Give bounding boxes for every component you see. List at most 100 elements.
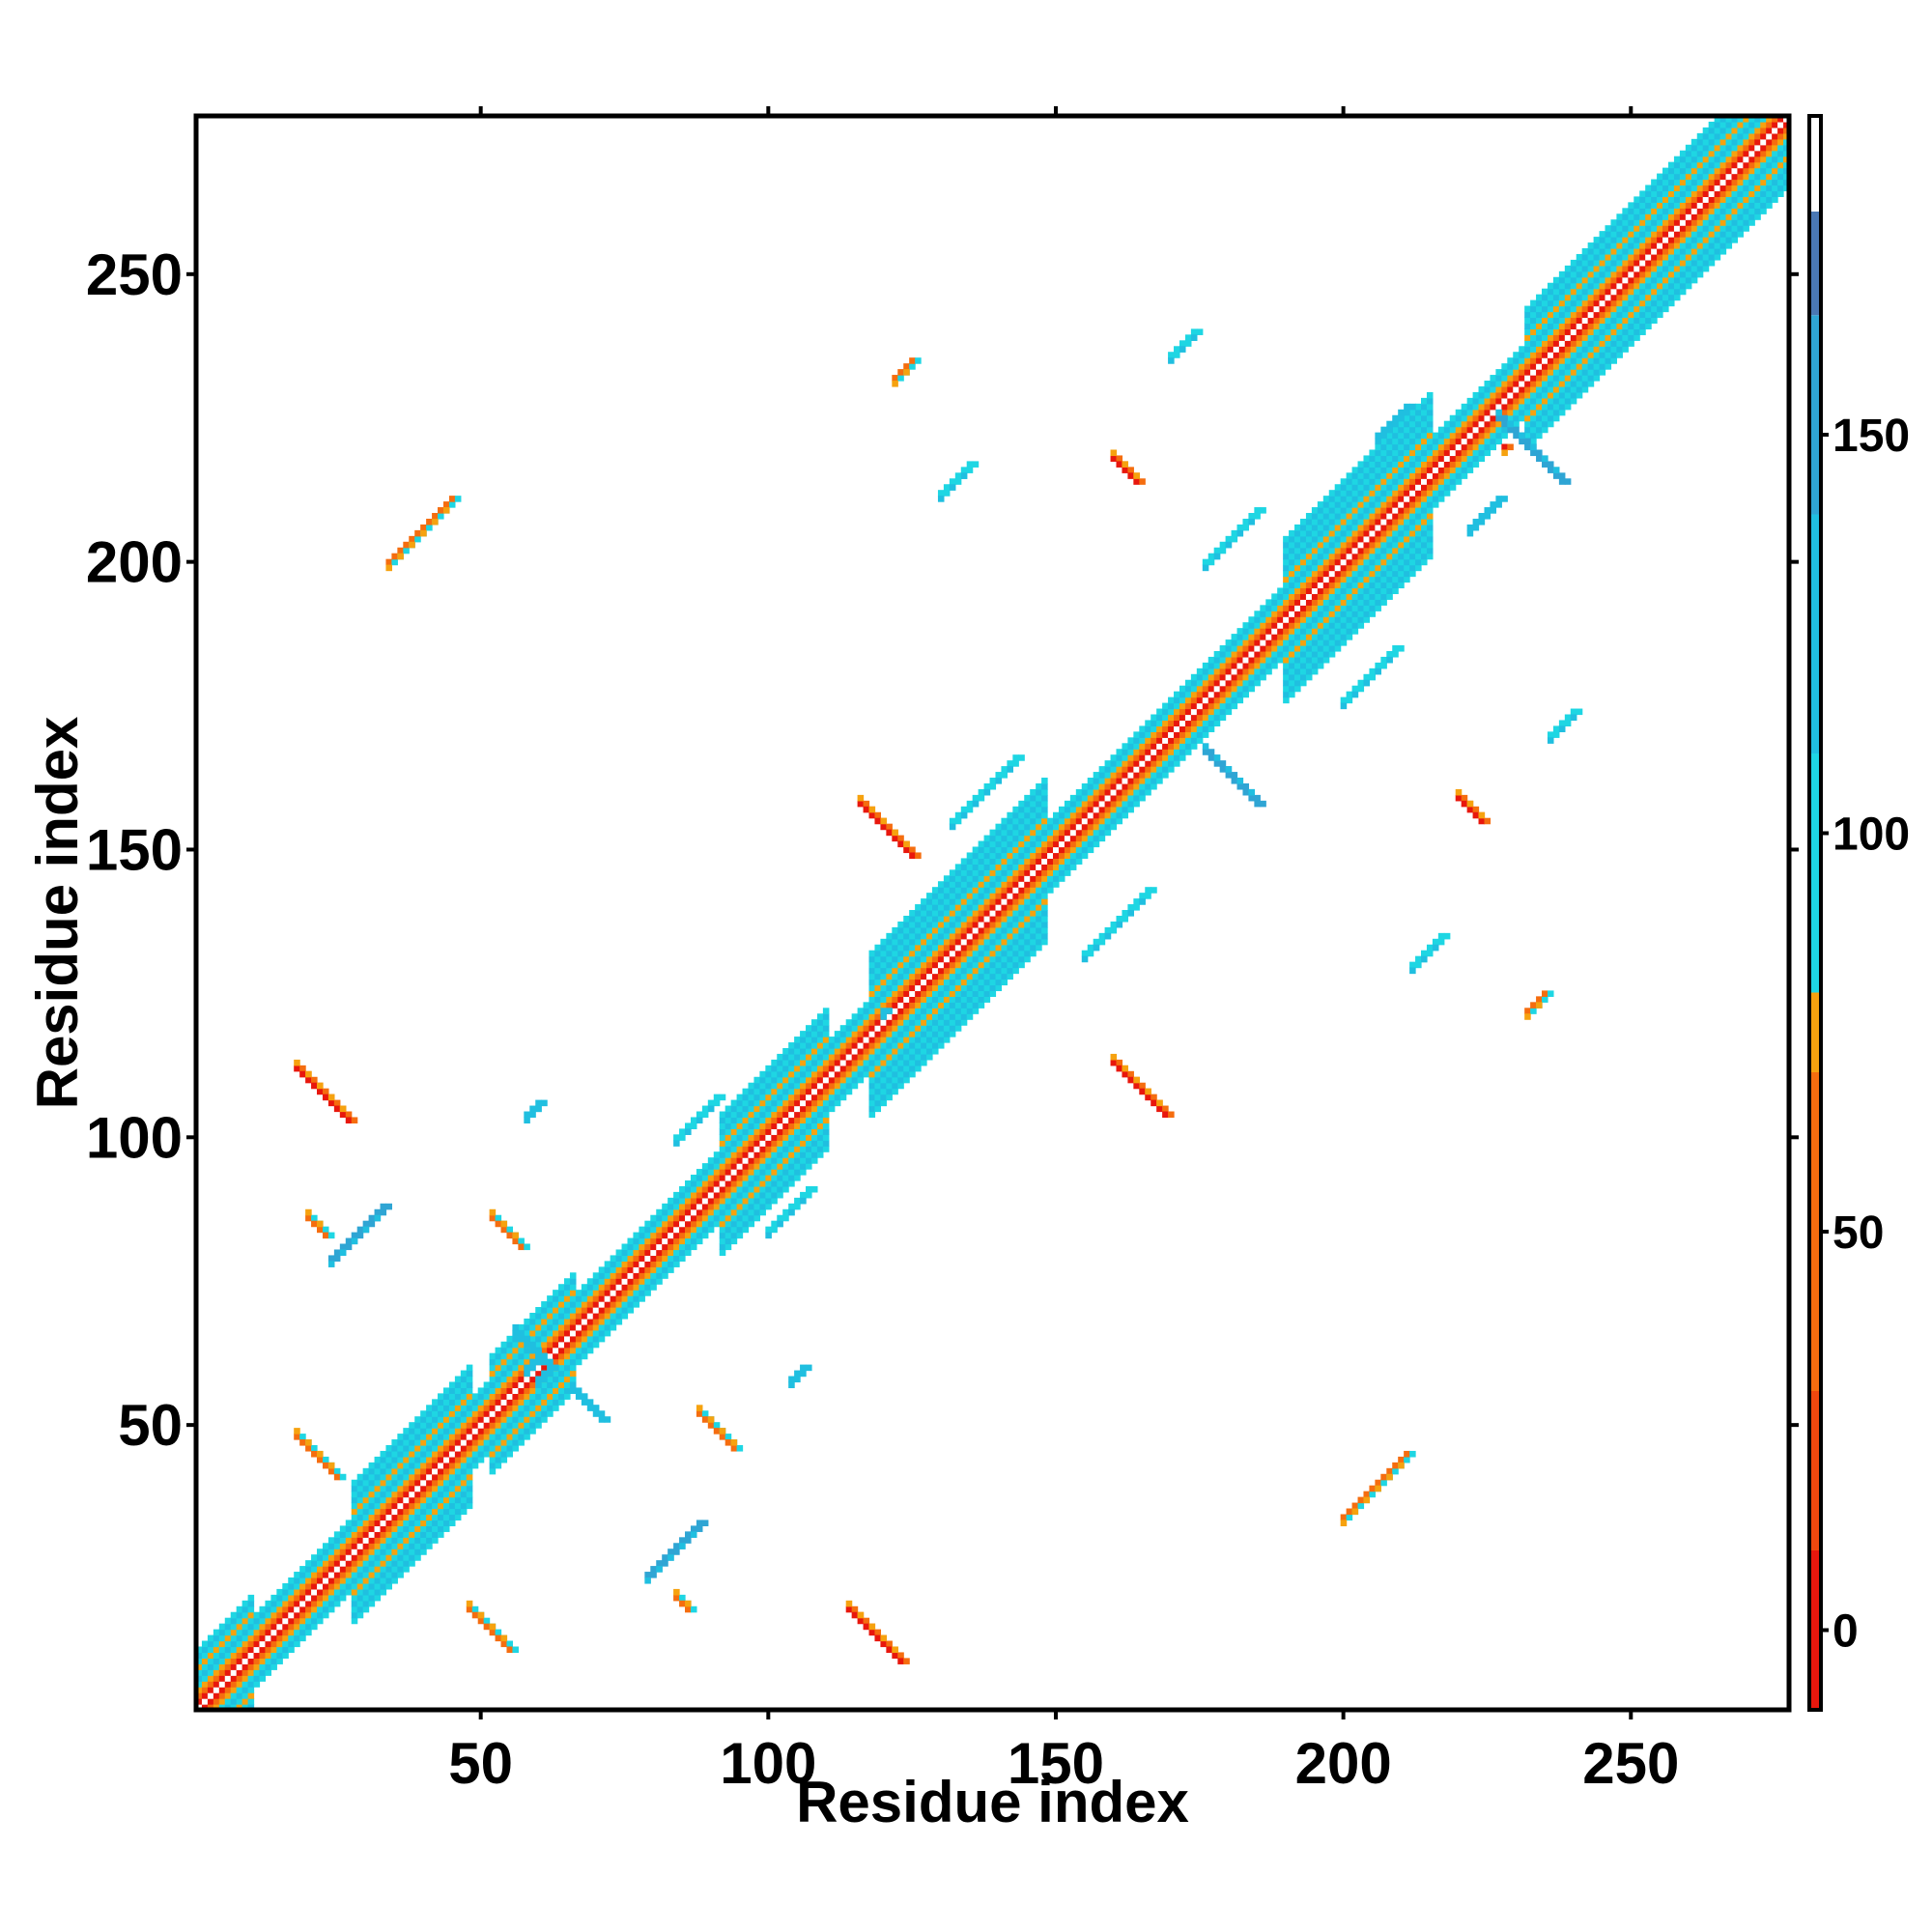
heatmap-cell [1041, 921, 1048, 928]
heatmap-cell [782, 1151, 789, 1158]
heatmap-cell [880, 1088, 887, 1095]
heatmap-cell [288, 1623, 295, 1631]
heatmap-cell [1289, 553, 1295, 560]
heatmap-cell [299, 1629, 306, 1636]
heatmap-cell [610, 1290, 617, 1296]
heatmap-cell [1069, 800, 1077, 808]
heatmap-cell [794, 1163, 801, 1170]
heatmap-cell [1415, 501, 1422, 508]
heatmap-cell [943, 1002, 951, 1009]
heatmap-cell [880, 973, 887, 980]
heatmap-cell [288, 1605, 295, 1613]
heatmap-cell [954, 926, 962, 934]
heatmap-cell [553, 1376, 559, 1383]
heatmap-cell [426, 1496, 433, 1504]
heatmap-cell [1334, 645, 1342, 652]
heatmap-cell [782, 1111, 789, 1119]
heatmap-cell [438, 1405, 444, 1411]
heatmap-cell [409, 1485, 415, 1492]
heatmap-cell [1012, 829, 1019, 837]
heatmap-cell [339, 1566, 347, 1573]
heatmap-cell [719, 1134, 726, 1141]
heatmap-cell [1443, 455, 1451, 462]
heatmap-cell [845, 1037, 853, 1043]
heatmap-cell [1432, 443, 1439, 451]
heatmap-cell [414, 1537, 421, 1544]
heatmap-cell [724, 1191, 732, 1199]
heatmap-cell [1294, 541, 1301, 549]
heatmap-cell [535, 1387, 542, 1394]
heatmap-cell [610, 1261, 617, 1267]
heatmap-cell [1053, 864, 1060, 870]
heatmap-cell [1317, 650, 1324, 658]
heatmap-cell [771, 1082, 778, 1090]
heatmap-cell [305, 1611, 312, 1619]
heatmap-cell [1616, 231, 1623, 238]
heatmap-cell [553, 1341, 559, 1349]
heatmap-cell [1375, 570, 1381, 578]
heatmap-cell [633, 1237, 639, 1245]
heatmap-cell [943, 881, 951, 888]
heatmap-cell [1081, 852, 1089, 860]
heatmap-cell [368, 1600, 376, 1607]
heatmap-cell [466, 1456, 473, 1463]
heatmap-cell [685, 1220, 692, 1228]
heatmap-cell [1242, 628, 1250, 635]
heatmap-cell [1168, 760, 1175, 767]
heatmap-cell [834, 1047, 841, 1055]
heatmap-cell [368, 1485, 376, 1492]
heatmap-cell [1294, 628, 1301, 635]
heatmap-cell [983, 881, 991, 888]
heatmap-cell [822, 1053, 830, 1061]
heatmap-cell [1409, 529, 1416, 537]
heatmap-cell [1322, 570, 1330, 578]
heatmap-cell [1036, 944, 1042, 952]
heatmap-cell [788, 1175, 795, 1181]
heatmap-cell [1542, 334, 1548, 341]
heatmap-cell [333, 1548, 341, 1555]
heatmap-cell [1289, 668, 1295, 675]
heatmap-cell [966, 887, 974, 894]
heatmap-cell [1064, 806, 1071, 813]
heatmap-cell [1599, 248, 1606, 255]
heatmap-cell [903, 1031, 910, 1037]
heatmap-cell [1409, 426, 1416, 434]
heatmap-cell [1184, 743, 1192, 750]
heatmap-cell [224, 1663, 232, 1670]
heatmap-cell [1478, 443, 1486, 451]
heatmap-cell [1260, 656, 1266, 664]
heatmap-cell [362, 1514, 370, 1521]
heatmap-cell [1610, 248, 1617, 255]
heatmap-cell [1449, 432, 1457, 440]
heatmap-cell [1041, 852, 1048, 860]
heatmap-cell [1587, 299, 1595, 307]
heatmap-cell [259, 1640, 267, 1648]
heatmap-cell [1524, 381, 1531, 387]
heatmap-cell [541, 1416, 548, 1423]
heatmap-cell [391, 1566, 398, 1573]
heatmap-cell [1369, 564, 1376, 572]
heatmap-cell [442, 1439, 450, 1446]
heatmap-cell [903, 944, 910, 952]
heatmap-cell [213, 1663, 220, 1670]
heatmap-cell [921, 1037, 927, 1043]
heatmap-cell [1392, 472, 1399, 479]
heatmap-cell [1616, 237, 1623, 243]
heatmap-cell [1375, 558, 1381, 566]
heatmap-cell [1547, 288, 1554, 296]
heatmap-cell [1322, 524, 1330, 531]
heatmap-cell [1536, 414, 1543, 422]
heatmap-cell [1260, 639, 1266, 646]
heatmap-cell [1208, 685, 1215, 693]
heatmap-cell [362, 1473, 370, 1481]
heatmap-cell [1289, 691, 1295, 698]
heatmap-cell [995, 973, 1003, 980]
heatmap-cell [368, 1537, 376, 1544]
heatmap-cell [903, 950, 910, 957]
heatmap-cell [236, 1646, 243, 1654]
heatmap-cell [1271, 656, 1278, 664]
heatmap-cell [656, 1243, 663, 1251]
heatmap-cell [954, 893, 962, 899]
heatmap-cell [800, 1151, 807, 1158]
heatmap-cell [989, 875, 997, 882]
